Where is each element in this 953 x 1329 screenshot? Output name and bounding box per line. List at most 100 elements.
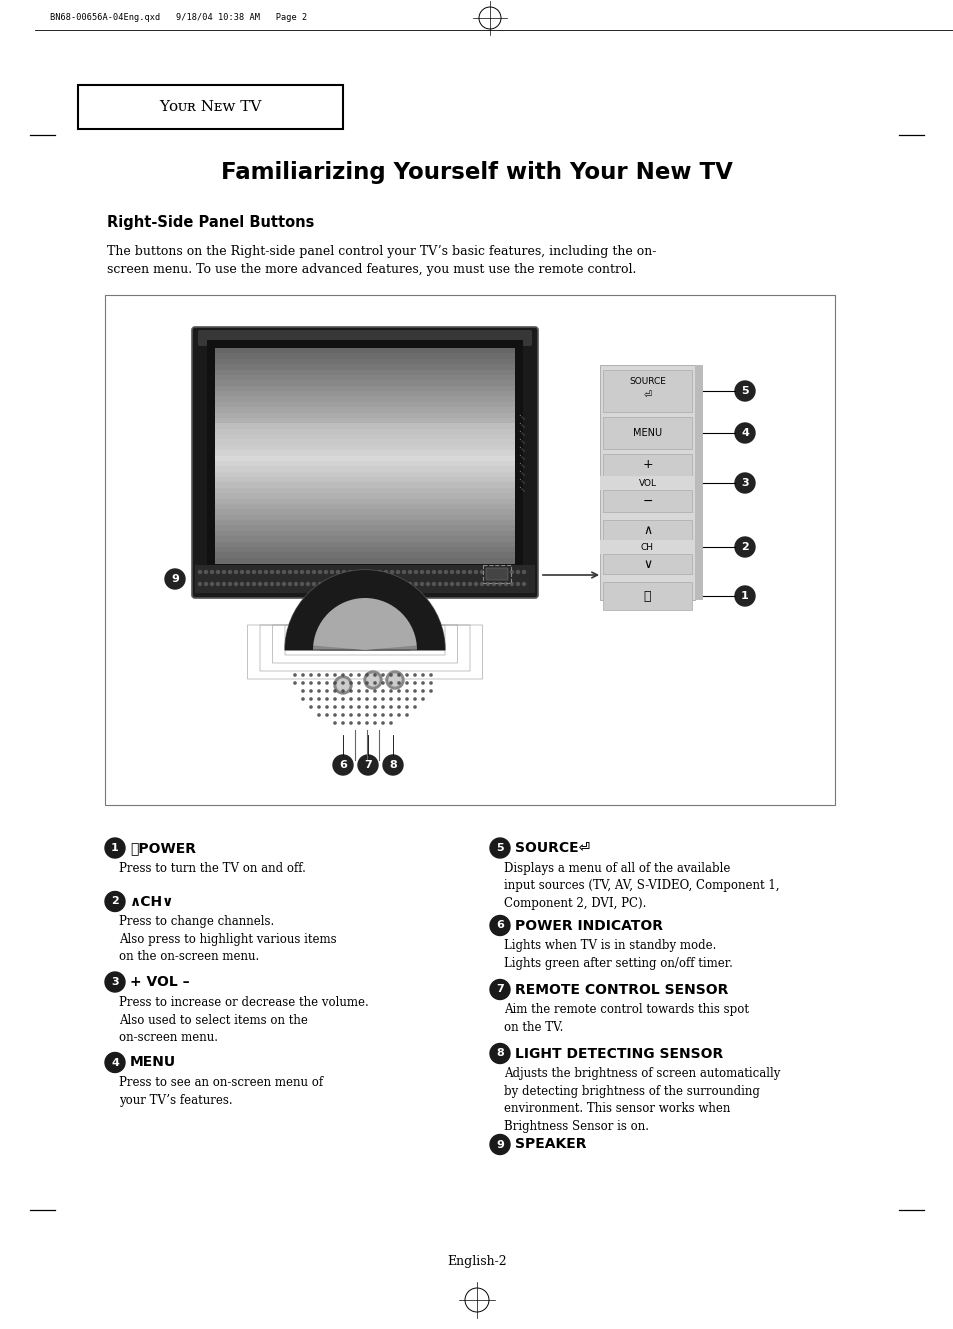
Text: MENU: MENU: [130, 1055, 176, 1070]
FancyBboxPatch shape: [602, 369, 691, 412]
Circle shape: [438, 570, 441, 574]
Circle shape: [258, 570, 261, 574]
Circle shape: [462, 582, 465, 586]
Circle shape: [504, 582, 507, 586]
Text: 7: 7: [496, 985, 503, 994]
Text: 5: 5: [496, 843, 503, 853]
Circle shape: [300, 570, 303, 574]
Wedge shape: [285, 570, 444, 650]
FancyBboxPatch shape: [214, 348, 515, 563]
Circle shape: [408, 570, 411, 574]
FancyBboxPatch shape: [214, 472, 515, 478]
Text: ∧: ∧: [642, 524, 652, 537]
Circle shape: [405, 698, 408, 700]
Circle shape: [350, 714, 352, 716]
FancyBboxPatch shape: [214, 558, 515, 563]
Circle shape: [490, 916, 510, 936]
Text: 8: 8: [496, 1049, 503, 1058]
Text: 5: 5: [740, 385, 748, 396]
Text: SPEAKER: SPEAKER: [515, 1138, 586, 1151]
Circle shape: [402, 570, 405, 574]
Text: ∨: ∨: [642, 557, 652, 570]
FancyBboxPatch shape: [214, 380, 515, 387]
FancyBboxPatch shape: [602, 490, 691, 512]
Circle shape: [390, 682, 392, 684]
Circle shape: [350, 682, 352, 684]
Circle shape: [421, 682, 424, 684]
Text: ⏺POWER: ⏺POWER: [130, 841, 195, 855]
Circle shape: [317, 706, 320, 708]
FancyBboxPatch shape: [192, 327, 537, 598]
Circle shape: [350, 706, 352, 708]
Text: −: −: [641, 494, 652, 508]
Text: 9: 9: [171, 574, 179, 583]
FancyBboxPatch shape: [214, 396, 515, 403]
Circle shape: [522, 582, 525, 586]
FancyBboxPatch shape: [214, 541, 515, 548]
Circle shape: [408, 582, 411, 586]
Circle shape: [456, 570, 459, 574]
FancyBboxPatch shape: [214, 354, 515, 360]
Circle shape: [381, 682, 384, 684]
FancyBboxPatch shape: [602, 554, 691, 574]
Circle shape: [105, 1053, 125, 1073]
Circle shape: [381, 706, 384, 708]
Circle shape: [360, 570, 363, 574]
Circle shape: [444, 582, 447, 586]
Circle shape: [105, 839, 125, 859]
Circle shape: [397, 706, 399, 708]
Circle shape: [414, 682, 416, 684]
Circle shape: [246, 582, 250, 586]
Circle shape: [414, 706, 416, 708]
Circle shape: [334, 706, 335, 708]
FancyBboxPatch shape: [214, 456, 515, 462]
FancyBboxPatch shape: [214, 520, 515, 526]
Circle shape: [282, 582, 285, 586]
FancyBboxPatch shape: [214, 493, 515, 500]
FancyBboxPatch shape: [214, 466, 515, 473]
FancyBboxPatch shape: [214, 359, 515, 365]
Circle shape: [216, 582, 219, 586]
Circle shape: [264, 582, 267, 586]
Circle shape: [288, 570, 292, 574]
Circle shape: [240, 582, 243, 586]
Circle shape: [364, 671, 381, 688]
Wedge shape: [295, 579, 435, 650]
Circle shape: [294, 674, 295, 676]
Text: Press to increase or decrease the volume.
Also used to select items on the
on-sc: Press to increase or decrease the volume…: [119, 995, 369, 1045]
Circle shape: [341, 714, 344, 716]
Circle shape: [326, 682, 328, 684]
Circle shape: [365, 690, 368, 692]
Text: Lights when TV is in standby mode.
Lights green after setting on/off timer.: Lights when TV is in standby mode. Light…: [503, 940, 732, 970]
Circle shape: [486, 582, 489, 586]
Circle shape: [271, 582, 274, 586]
FancyBboxPatch shape: [214, 423, 515, 449]
Text: 2: 2: [111, 897, 119, 906]
Circle shape: [426, 570, 429, 574]
Circle shape: [336, 679, 349, 691]
Circle shape: [426, 582, 429, 586]
Circle shape: [301, 690, 304, 692]
Circle shape: [306, 582, 309, 586]
Circle shape: [390, 714, 392, 716]
FancyBboxPatch shape: [207, 340, 522, 571]
Circle shape: [348, 582, 351, 586]
FancyBboxPatch shape: [214, 514, 515, 521]
Text: + VOL –: + VOL –: [130, 975, 190, 989]
Circle shape: [372, 582, 375, 586]
Circle shape: [357, 706, 360, 708]
Circle shape: [516, 582, 519, 586]
Circle shape: [405, 682, 408, 684]
Circle shape: [264, 570, 267, 574]
Circle shape: [438, 582, 441, 586]
Circle shape: [397, 682, 399, 684]
Circle shape: [396, 582, 399, 586]
FancyBboxPatch shape: [214, 504, 515, 510]
Text: Press to turn the TV on and off.: Press to turn the TV on and off.: [119, 863, 306, 874]
Circle shape: [211, 570, 213, 574]
Circle shape: [258, 582, 261, 586]
Text: screen menu. To use the more advanced features, you must use the remote control.: screen menu. To use the more advanced fe…: [107, 263, 636, 276]
Circle shape: [341, 698, 344, 700]
Circle shape: [341, 690, 344, 692]
Circle shape: [324, 582, 327, 586]
